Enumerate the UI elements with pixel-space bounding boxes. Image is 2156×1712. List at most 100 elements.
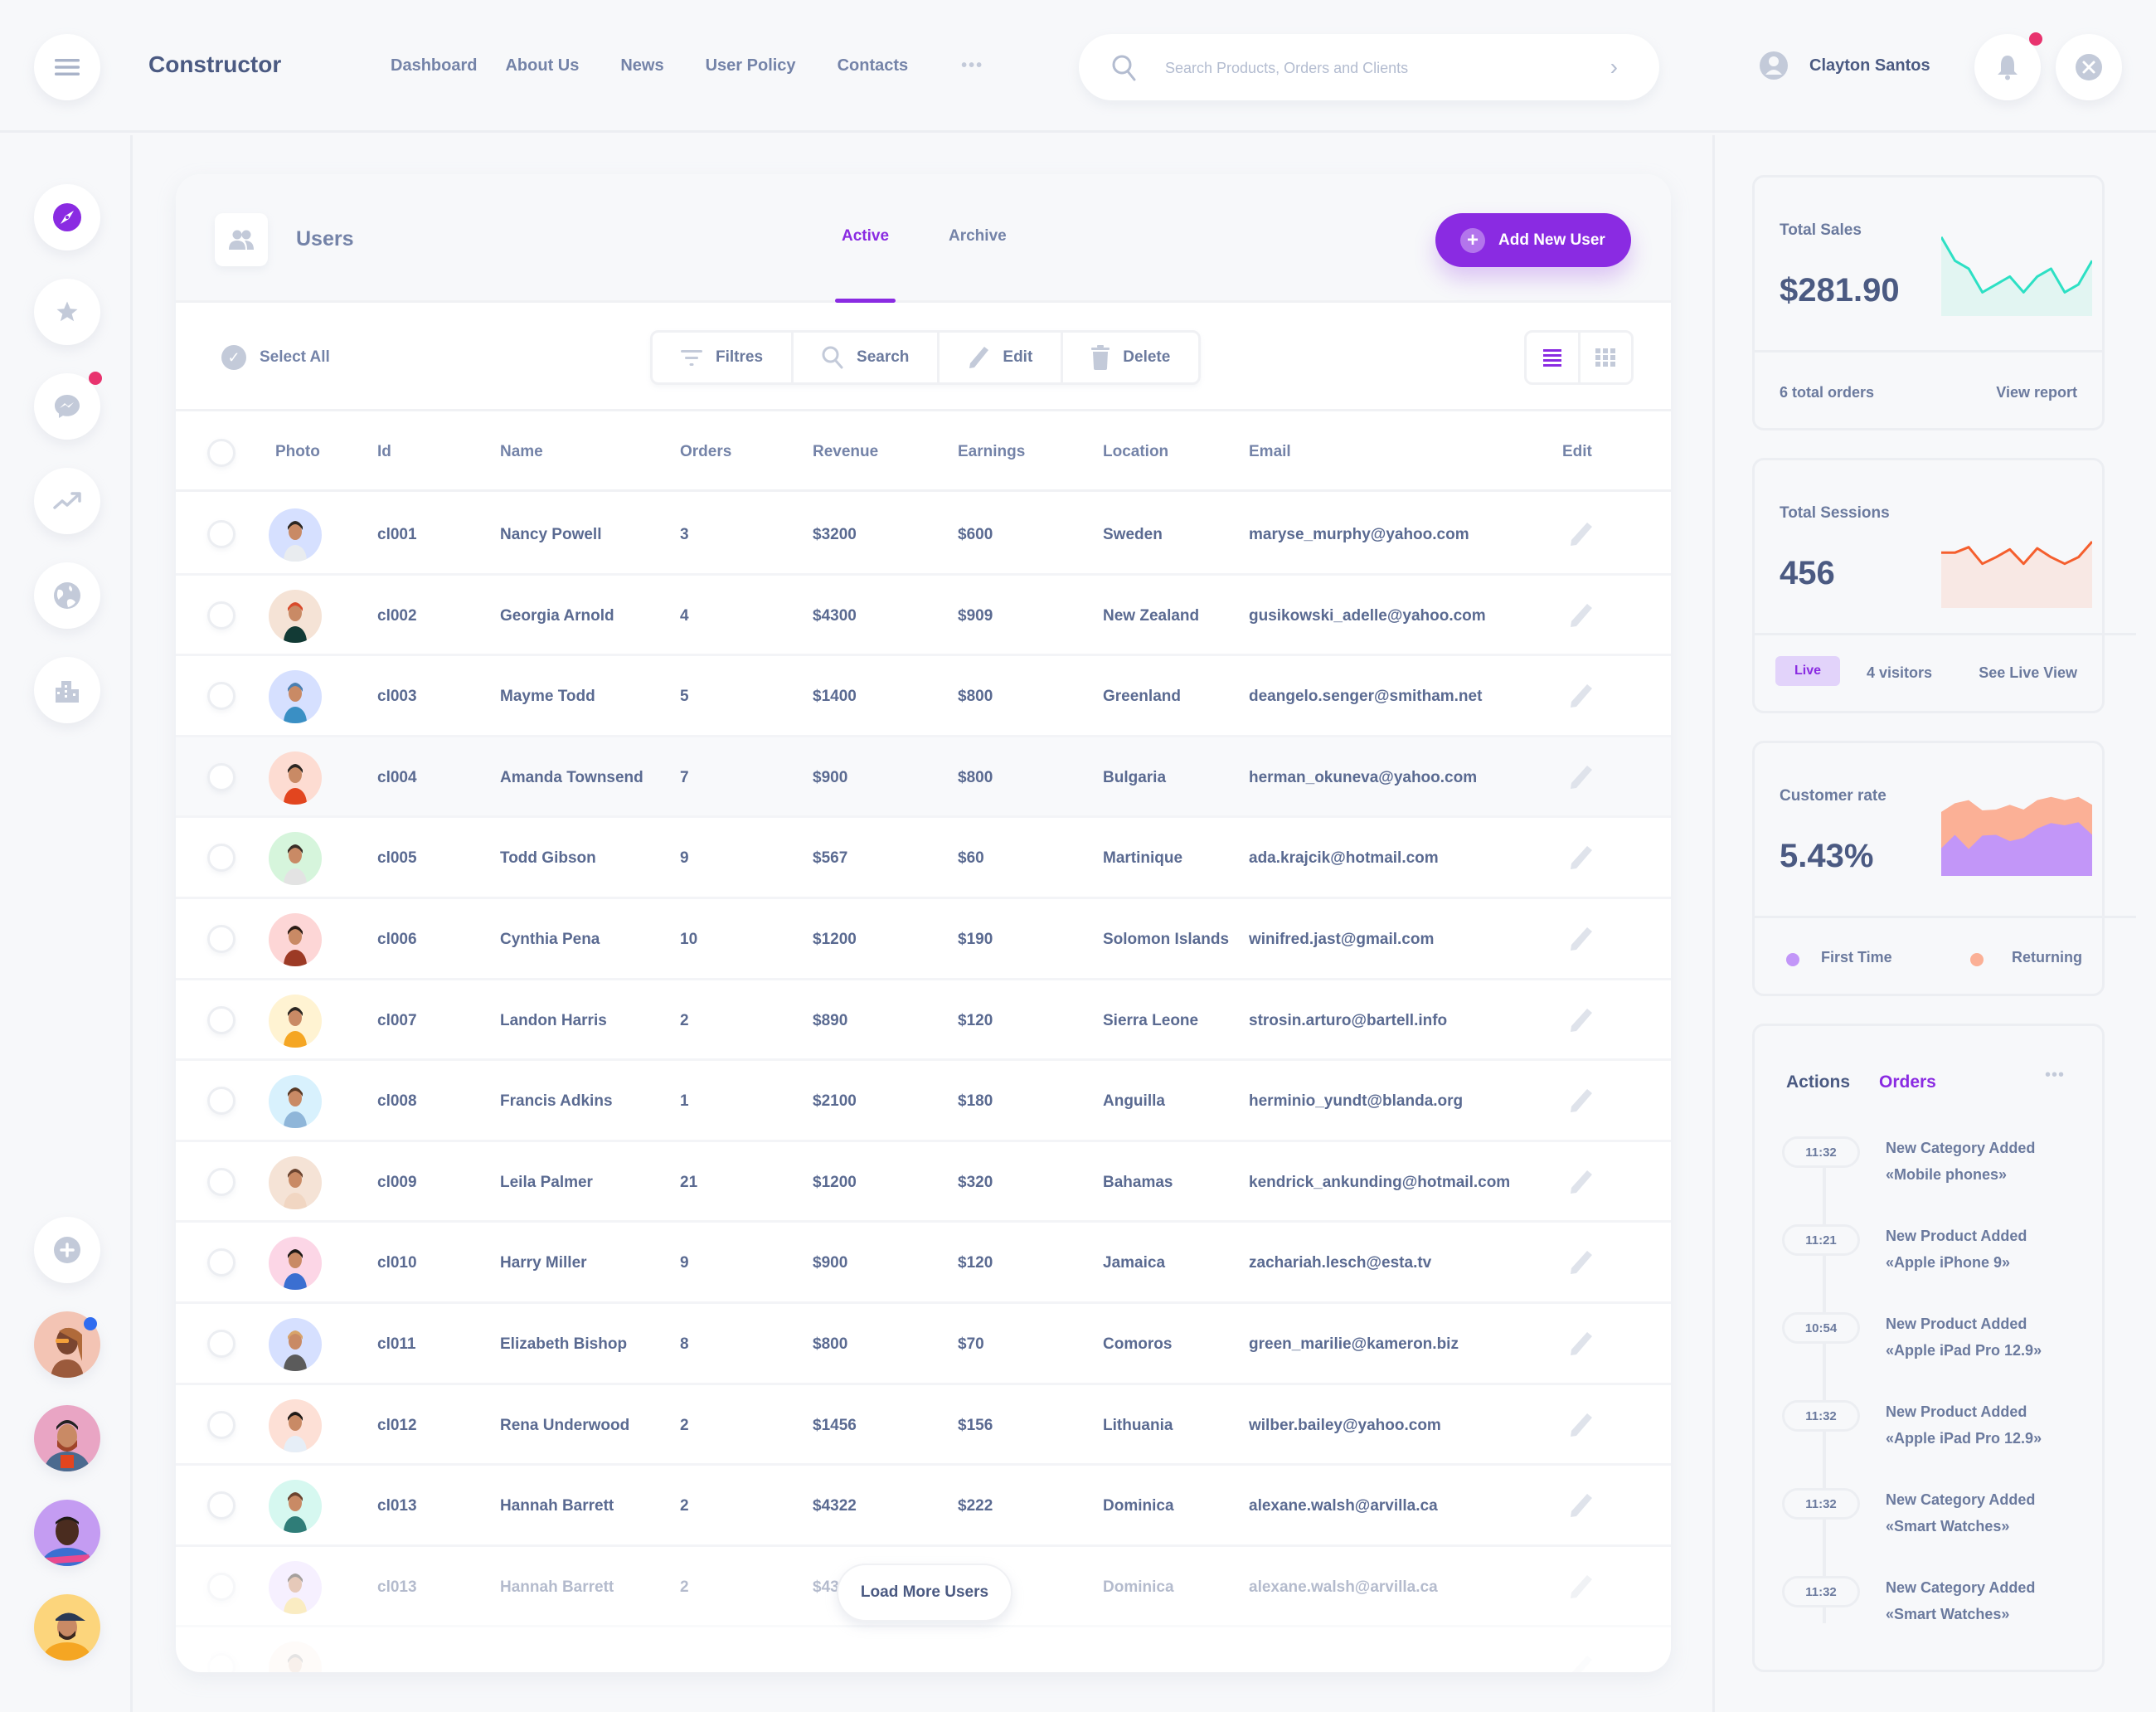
pencil-icon[interactable] — [1569, 1573, 1594, 1600]
add-new-user-button[interactable]: + Add New User — [1435, 213, 1631, 267]
table-row[interactable] — [176, 1627, 1671, 1672]
table-row[interactable]: cl004 Amanda Townsend 7 $900 $800 Bulgaria her… — [176, 737, 1671, 819]
pencil-icon[interactable] — [1569, 521, 1594, 547]
row-select-radio[interactable] — [207, 1653, 236, 1672]
tab-active[interactable]: Active — [842, 227, 890, 245]
pencil-icon[interactable] — [1569, 926, 1594, 952]
contact-avatar-3[interactable] — [34, 1500, 100, 1566]
sidebar-item-favorites[interactable] — [34, 279, 100, 345]
row-select-radio[interactable] — [207, 762, 236, 791]
row-select-radio[interactable] — [207, 1005, 236, 1034]
col-id[interactable]: Id — [377, 443, 391, 460]
chevron-right-icon[interactable]: › — [1610, 54, 1618, 80]
load-more-users-button[interactable]: Load More Users — [837, 1564, 1012, 1622]
nav-dashboard[interactable]: Dashboard — [391, 56, 478, 75]
row-select-radio[interactable] — [207, 1248, 236, 1277]
contact-avatar-2[interactable] — [34, 1405, 100, 1471]
tab-orders[interactable]: Orders — [1879, 1072, 1936, 1092]
user-profile[interactable]: Clayton Santos — [1760, 51, 1930, 80]
customer-rate-card: Customer rate 5.43% First Time Returning — [1752, 741, 2136, 996]
customer-rate-label: Customer rate — [1780, 787, 1886, 805]
list-view-button[interactable] — [1527, 333, 1581, 382]
row-select-radio[interactable] — [207, 844, 236, 873]
table-row[interactable]: cl006 Cynthia Pena 10 $1200 $190 Solomon Isla… — [176, 898, 1671, 980]
search-button[interactable]: Search — [794, 333, 940, 382]
table-row[interactable]: cl010 Harry Miller 9 $900 $120 Jamaica zachari… — [176, 1223, 1671, 1304]
nav-more-button[interactable]: ••• — [961, 56, 984, 75]
sidebar-item-global[interactable] — [34, 562, 100, 629]
table-row[interactable]: cl009 Leila Palmer 21 $1200 $320 Bahamas kendr… — [176, 1141, 1671, 1223]
notifications-button[interactable] — [1974, 32, 2042, 100]
person-photo — [284, 683, 307, 724]
row-select-radio[interactable] — [207, 1087, 236, 1116]
select-all-checkbox[interactable]: ✓ Select All — [221, 345, 330, 370]
pencil-icon[interactable] — [1569, 844, 1594, 871]
table-row[interactable]: cl013 Hannah Barrett 2 $4322 $222 Dominica ale… — [176, 1466, 1671, 1547]
total-sessions-value: 456 — [1780, 555, 1835, 591]
col-location[interactable]: Location — [1103, 443, 1169, 460]
col-orders[interactable]: Orders — [680, 443, 732, 460]
table-row[interactable]: cl002 Georgia Arnold 4 $4300 $909 New Zealand… — [176, 575, 1671, 657]
pencil-icon[interactable] — [1569, 1412, 1594, 1438]
row-select-radio[interactable] — [207, 1167, 236, 1196]
table-row[interactable]: cl001 Nancy Powell 3 $3200 $600 Sweden maryse_… — [176, 494, 1671, 576]
pencil-icon[interactable] — [1569, 1169, 1594, 1195]
more-options-icon[interactable]: ••• — [2045, 1066, 2066, 1084]
pencil-icon[interactable] — [1569, 1330, 1594, 1357]
pencil-icon[interactable] — [1569, 683, 1594, 709]
row-select-radio[interactable] — [207, 520, 236, 548]
col-earnings[interactable]: Earnings — [958, 443, 1026, 460]
row-select-radio[interactable] — [207, 1410, 236, 1439]
pencil-icon[interactable] — [1569, 1654, 1594, 1672]
filters-button[interactable]: Filtres — [653, 333, 794, 382]
table-row[interactable]: cl008 Francis Adkins 1 $2100 $180 Anguilla her… — [176, 1061, 1671, 1142]
col-revenue[interactable]: Revenue — [813, 443, 879, 460]
table-row[interactable]: cl007 Landon Harris 2 $890 $120 Sierra Leone s… — [176, 980, 1671, 1062]
nav-about-us[interactable]: About Us — [505, 56, 580, 75]
nav-contacts[interactable]: Contacts — [837, 56, 909, 75]
pencil-icon[interactable] — [1569, 1007, 1594, 1034]
pencil-icon[interactable] — [1569, 1087, 1594, 1114]
tab-actions[interactable]: Actions — [1786, 1072, 1851, 1092]
col-name[interactable]: Name — [500, 443, 543, 460]
pencil-icon[interactable] — [1569, 764, 1594, 790]
table-row[interactable]: cl005 Todd Gibson 9 $567 $60 Martinique ada.kr… — [176, 818, 1671, 899]
sidebar-item-analytics[interactable] — [34, 468, 100, 534]
pencil-icon[interactable] — [1569, 1249, 1594, 1276]
edit-button[interactable]: Edit — [940, 333, 1064, 382]
tab-archive[interactable]: Archive — [949, 227, 1007, 245]
row-select-radio[interactable] — [207, 924, 236, 953]
row-select-radio[interactable] — [207, 1572, 236, 1601]
add-contact-button[interactable] — [34, 1217, 100, 1283]
pencil-icon[interactable] — [1569, 602, 1594, 629]
nav-user-policy[interactable]: User Policy — [705, 56, 796, 75]
col-email[interactable]: Email — [1249, 443, 1291, 460]
cell-id: cl007 — [377, 1011, 417, 1029]
row-select-radio[interactable] — [207, 1491, 236, 1520]
sidebar-item-companies[interactable] — [34, 657, 100, 723]
pencil-icon[interactable] — [1569, 1492, 1594, 1519]
table-row[interactable]: cl003 Mayme Todd 5 $1400 $800 Greenland deange… — [176, 656, 1671, 737]
sidebar-item-explore[interactable] — [34, 184, 100, 250]
row-select-radio[interactable] — [207, 601, 236, 630]
table-row[interactable]: cl011 Elizabeth Bishop 8 $800 $70 Comoros gree… — [176, 1303, 1671, 1385]
row-select-radio[interactable] — [207, 682, 236, 711]
global-search[interactable]: › — [1079, 34, 1659, 100]
contact-avatar-1[interactable] — [34, 1311, 100, 1378]
sidebar-item-messages[interactable] — [34, 372, 102, 440]
table-row[interactable]: cl012 Rena Underwood 2 $1456 $156 Lithuania wi… — [176, 1384, 1671, 1466]
row-select-radio[interactable] — [207, 1329, 236, 1358]
search-input[interactable] — [1165, 54, 1580, 82]
grid-view-button[interactable] — [1581, 333, 1632, 382]
header-select-radio[interactable] — [207, 439, 236, 467]
menu-button[interactable] — [34, 34, 100, 100]
contact-avatar-4[interactable] — [34, 1594, 100, 1661]
delete-button[interactable]: Delete — [1063, 333, 1198, 382]
nav-news[interactable]: News — [620, 56, 664, 75]
brand-logo[interactable]: Constructor — [148, 51, 282, 77]
left-sidebar — [0, 135, 133, 1712]
view-report-link[interactable]: View report — [1996, 384, 2077, 401]
close-button[interactable] — [2056, 34, 2122, 100]
col-photo[interactable]: Photo — [275, 443, 320, 460]
see-live-view-link[interactable]: See Live View — [1979, 664, 2077, 681]
